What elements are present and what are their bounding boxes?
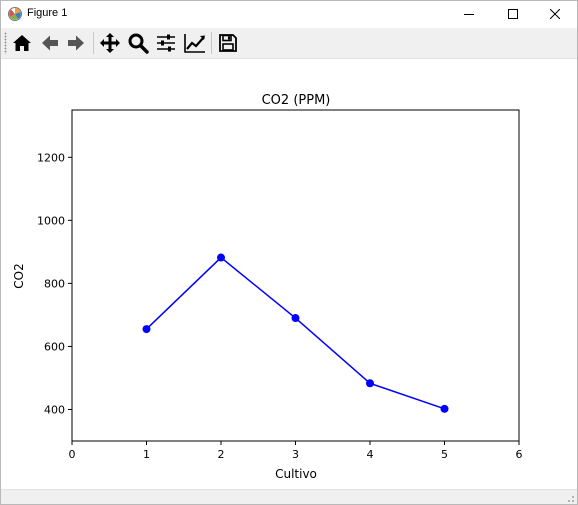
y-axis: 400 600 800 1000 1200 — [37, 151, 72, 416]
zoom-button[interactable] — [126, 31, 150, 55]
move-icon — [100, 33, 120, 53]
x-axis-label: Cultivo — [275, 467, 317, 481]
y-tick-label: 400 — [44, 403, 65, 416]
window-title: Figure 1 — [27, 7, 68, 19]
toolbar-separator — [211, 32, 212, 54]
minimize-button[interactable] — [447, 1, 491, 27]
arrow-right-icon — [68, 35, 84, 51]
x-tick-label: 4 — [367, 448, 374, 461]
pan-button[interactable] — [98, 31, 122, 55]
chart-title: CO2 (PPM) — [262, 93, 331, 108]
x-tick-label: 1 — [143, 448, 150, 461]
toolbar-separator — [93, 32, 94, 54]
data-point — [291, 314, 300, 323]
figure-canvas[interactable]: CO2 (PPM) 0 1 2 3 4 5 6 400 600 800 1000 1200 Cult… — [1, 59, 577, 489]
toolbar-grip[interactable] — [4, 32, 7, 54]
y-axis-label: CO2 — [12, 263, 26, 288]
series-layer — [142, 253, 449, 413]
x-axis: 0 1 2 3 4 5 6 — [69, 441, 523, 461]
x-tick-label: 6 — [516, 448, 523, 461]
subplots-button[interactable] — [154, 31, 178, 55]
maximize-icon — [508, 9, 518, 19]
save-button[interactable] — [216, 31, 240, 55]
home-button[interactable] — [10, 31, 34, 55]
floppy-disk-icon — [219, 34, 237, 52]
forward-button[interactable] — [64, 31, 88, 55]
plot-area — [71, 109, 520, 442]
status-bar — [1, 489, 577, 504]
data-point — [142, 325, 151, 334]
navigation-toolbar — [1, 28, 577, 59]
matplotlib-icon — [7, 6, 23, 22]
y-tick-label: 1000 — [37, 214, 65, 227]
maximize-button[interactable] — [491, 1, 535, 27]
customize-button[interactable] — [183, 31, 207, 55]
x-tick-label: 2 — [218, 448, 225, 461]
x-tick-label: 5 — [441, 448, 448, 461]
y-tick-label: 600 — [44, 340, 65, 353]
line-chart[interactable]: CO2 (PPM) 0 1 2 3 4 5 6 400 600 800 1000 1200 Cult… — [1, 59, 577, 489]
x-tick-label: 3 — [292, 448, 299, 461]
home-icon — [13, 35, 31, 51]
sliders-icon — [157, 34, 175, 52]
back-button[interactable] — [38, 31, 62, 55]
x-tick-label: 0 — [69, 448, 76, 461]
title-bar[interactable]: Figure 1 — [1, 1, 577, 27]
magnifier-icon — [128, 33, 149, 54]
close-button[interactable] — [533, 1, 577, 27]
data-point — [440, 404, 449, 413]
arrow-left-icon — [42, 35, 58, 51]
y-tick-label: 800 — [44, 277, 65, 290]
minimize-icon — [464, 14, 474, 15]
data-point — [217, 253, 225, 262]
resize-grip-icon[interactable] — [563, 492, 575, 504]
y-tick-label: 1200 — [37, 151, 65, 164]
data-point — [366, 379, 374, 388]
close-icon — [550, 9, 560, 19]
line-chart-icon — [184, 34, 205, 53]
